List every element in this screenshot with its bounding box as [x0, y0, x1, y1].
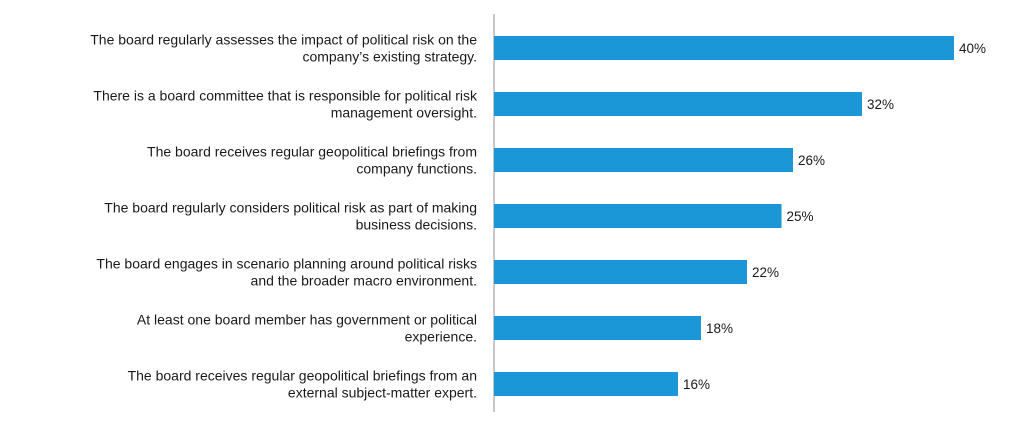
category-label-line: experience.: [405, 329, 477, 345]
category-label-6: At least one board member has government…: [137, 312, 477, 345]
category-label-4: The board regularly considers political …: [104, 200, 477, 233]
category-label-line: management oversight.: [331, 105, 477, 121]
category-label-line: The board regularly considers political …: [104, 200, 477, 216]
value-label-7: 16%: [683, 377, 710, 392]
bar-1: [494, 36, 954, 60]
value-label-5: 22%: [752, 265, 779, 280]
category-label-line: The board regularly assesses the impact …: [90, 32, 477, 48]
bars-group: [494, 36, 954, 396]
category-label-7: The board receives regular geopolitical …: [128, 368, 477, 401]
category-label-3: The board receives regular geopolitical …: [147, 144, 477, 177]
category-label-line: At least one board member has government…: [137, 312, 477, 328]
category-label-line: company’s existing strategy.: [302, 49, 477, 65]
category-label-line: business decisions.: [356, 217, 477, 233]
category-label-line: and the broader macro environment.: [251, 273, 477, 289]
bar-4: [494, 204, 782, 228]
value-label-4: 25%: [787, 209, 814, 224]
bar-3: [494, 148, 793, 172]
category-label-line: The board engages in scenario planning a…: [96, 256, 477, 272]
bar-2: [494, 92, 862, 116]
value-labels-group: 40% 32% 26% 25% 22% 18% 16%: [683, 41, 986, 392]
bar-7: [494, 372, 678, 396]
category-label-line: The board receives regular geopolitical …: [147, 144, 477, 160]
category-label-2: There is a board committee that is respo…: [93, 88, 478, 121]
category-label-line: The board receives regular geopolitical …: [128, 368, 477, 384]
bar-5: [494, 260, 747, 284]
category-labels-group: The board regularly assesses the impact …: [90, 32, 478, 401]
category-label-5: The board engages in scenario planning a…: [96, 256, 477, 289]
category-label-line: company functions.: [356, 161, 477, 177]
value-label-6: 18%: [706, 321, 733, 336]
value-label-1: 40%: [959, 41, 986, 56]
bar-6: [494, 316, 701, 340]
category-label-line: external subject-matter expert.: [288, 385, 477, 401]
value-label-2: 32%: [867, 97, 894, 112]
category-label-1: The board regularly assesses the impact …: [90, 32, 477, 65]
value-label-3: 26%: [798, 153, 825, 168]
category-label-line: There is a board committee that is respo…: [93, 88, 478, 104]
